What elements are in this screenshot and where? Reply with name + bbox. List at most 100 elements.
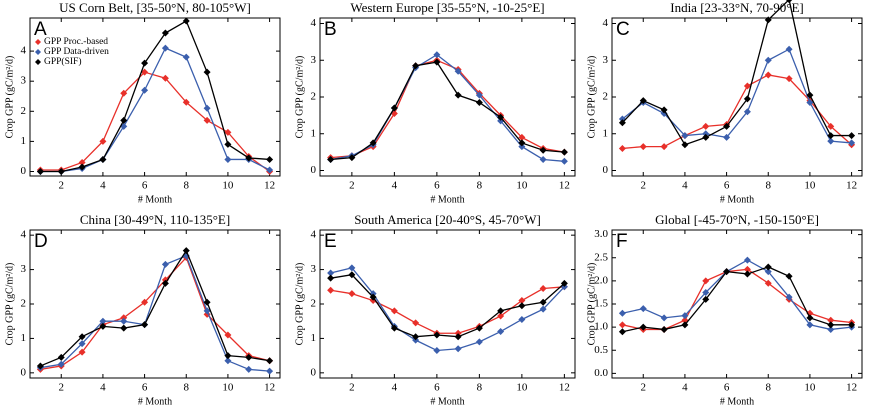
marker bbox=[702, 288, 710, 296]
plot-frame bbox=[29, 229, 281, 379]
marker bbox=[475, 99, 483, 107]
marker bbox=[618, 321, 626, 329]
marker bbox=[560, 148, 568, 156]
x-tick-label: 2 bbox=[59, 382, 65, 394]
marker bbox=[433, 58, 441, 66]
marker bbox=[764, 268, 772, 276]
marker bbox=[454, 333, 462, 341]
marker bbox=[433, 51, 441, 59]
marker bbox=[848, 132, 856, 140]
x-tick-label: 6 bbox=[142, 382, 148, 394]
marker bbox=[560, 157, 568, 165]
y-tick-label: 0 bbox=[21, 165, 27, 177]
marker bbox=[224, 352, 232, 360]
x-tick-label: 6 bbox=[434, 180, 440, 192]
panel-title: Global [-45-70°N, -150-150°E] bbox=[655, 212, 819, 227]
x-tick-label: 2 bbox=[349, 180, 355, 192]
marker bbox=[723, 268, 731, 276]
y-tick-label: 3 bbox=[603, 54, 609, 66]
marker bbox=[412, 62, 420, 70]
legend-label: GPP Proc.-based bbox=[44, 37, 108, 47]
marker bbox=[702, 130, 710, 138]
marker bbox=[161, 260, 169, 268]
marker bbox=[161, 29, 169, 37]
panel: US Corn Belt, [35-50°N, 80-105°W] A # Mont… bbox=[4, 0, 281, 205]
marker bbox=[78, 163, 86, 171]
marker bbox=[203, 298, 211, 306]
marker bbox=[806, 314, 814, 322]
marker bbox=[203, 116, 211, 124]
x-axis-label: # Month bbox=[720, 396, 754, 407]
y-tick-label: 4 bbox=[311, 229, 317, 241]
x-tick-label: 12 bbox=[264, 382, 275, 394]
marker bbox=[723, 133, 731, 141]
marker bbox=[723, 122, 731, 130]
marker bbox=[433, 331, 441, 339]
panel-letter: D bbox=[34, 231, 48, 252]
plot-frame bbox=[611, 229, 863, 379]
marker bbox=[141, 298, 149, 306]
marker bbox=[518, 315, 526, 323]
marker bbox=[327, 274, 335, 282]
marker bbox=[660, 106, 668, 114]
marker bbox=[702, 277, 710, 285]
marker bbox=[348, 290, 356, 298]
marker bbox=[764, 56, 772, 64]
marker bbox=[454, 91, 462, 99]
y-tick-label: 3 bbox=[21, 263, 27, 275]
y-tick-label: 1 bbox=[603, 127, 609, 139]
marker bbox=[141, 321, 149, 329]
marker bbox=[518, 302, 526, 310]
x-tick-label: 6 bbox=[142, 180, 148, 192]
marker bbox=[161, 279, 169, 287]
marker bbox=[182, 247, 190, 255]
series-line bbox=[330, 267, 565, 352]
y-tick-label: 1 bbox=[311, 127, 317, 139]
y-tick-label: 3 bbox=[311, 54, 317, 66]
marker bbox=[161, 44, 169, 52]
marker bbox=[99, 155, 107, 163]
marker bbox=[681, 132, 689, 140]
marker bbox=[806, 91, 814, 99]
series-line bbox=[622, 48, 852, 144]
y-tick-label: 1 bbox=[311, 332, 317, 344]
panel-title: India [23-33°N, 70-90°E] bbox=[670, 0, 804, 15]
marker bbox=[827, 325, 835, 333]
marker bbox=[99, 317, 107, 325]
plot-frame bbox=[319, 17, 576, 177]
marker bbox=[785, 0, 793, 4]
panel: India [23-33°N, 70-90°E] C # Month Crop GPP… bbox=[586, 0, 863, 205]
marker bbox=[827, 132, 835, 140]
x-tick-label: 8 bbox=[766, 180, 772, 192]
panel: Global [-45-70°N, -150-150°E] F # Month Cro… bbox=[586, 212, 863, 407]
marker bbox=[518, 133, 526, 141]
y-tick-label: 1 bbox=[21, 135, 27, 147]
y-axis-label: Crop GPP (gC/m²/d) bbox=[4, 263, 15, 346]
y-tick-label: 4 bbox=[311, 17, 317, 29]
marker bbox=[412, 319, 420, 327]
marker bbox=[475, 338, 483, 346]
series-line bbox=[330, 274, 565, 338]
marker bbox=[141, 68, 149, 76]
marker bbox=[454, 67, 462, 75]
marker bbox=[78, 158, 86, 166]
marker bbox=[518, 139, 526, 147]
marker bbox=[764, 71, 772, 79]
x-tick-label: 4 bbox=[392, 382, 398, 394]
marker bbox=[390, 307, 398, 315]
marker bbox=[827, 316, 835, 324]
series-line bbox=[330, 61, 565, 161]
y-tick-label: 1.0 bbox=[594, 321, 608, 333]
marker bbox=[827, 137, 835, 145]
marker bbox=[660, 325, 668, 333]
marker bbox=[120, 116, 128, 124]
marker bbox=[639, 323, 647, 331]
marker bbox=[99, 137, 107, 145]
series-line bbox=[40, 249, 270, 367]
y-tick-label: 2 bbox=[311, 91, 317, 103]
panel-letter: C bbox=[616, 19, 630, 40]
marker bbox=[203, 68, 211, 76]
series-line bbox=[40, 254, 270, 372]
marker bbox=[497, 307, 505, 315]
